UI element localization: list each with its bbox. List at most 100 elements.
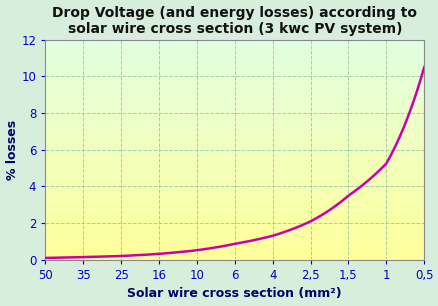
Bar: [45, 187, 423, 188]
Bar: [45, 74, 423, 75]
Bar: [45, 173, 423, 174]
Bar: [45, 111, 423, 112]
Bar: [45, 106, 423, 107]
Bar: [45, 196, 423, 197]
Bar: [45, 41, 423, 42]
Bar: [45, 53, 423, 54]
Bar: [45, 214, 423, 215]
Bar: [45, 222, 423, 224]
Bar: [45, 160, 423, 161]
Bar: [45, 132, 423, 133]
Bar: [45, 206, 423, 207]
Bar: [45, 89, 423, 90]
Bar: [45, 176, 423, 177]
Bar: [45, 86, 423, 87]
Bar: [45, 205, 423, 206]
Bar: [45, 69, 423, 70]
Bar: [45, 54, 423, 55]
Bar: [45, 238, 423, 239]
Bar: [45, 100, 423, 101]
Bar: [45, 116, 423, 117]
Bar: [45, 90, 423, 91]
Bar: [45, 200, 423, 202]
Bar: [45, 251, 423, 252]
Bar: [45, 95, 423, 96]
Bar: [45, 169, 423, 170]
Bar: [45, 186, 423, 187]
Bar: [45, 253, 423, 254]
Bar: [45, 91, 423, 92]
Bar: [45, 67, 423, 68]
Bar: [45, 252, 423, 253]
Bar: [45, 197, 423, 198]
Bar: [45, 125, 423, 127]
Bar: [45, 140, 423, 141]
Bar: [45, 225, 423, 226]
Bar: [45, 64, 423, 65]
Y-axis label: % losses: % losses: [6, 120, 18, 180]
Bar: [45, 105, 423, 106]
Bar: [45, 131, 423, 132]
Bar: [45, 236, 423, 237]
Bar: [45, 40, 423, 41]
Bar: [45, 83, 423, 84]
Bar: [45, 158, 423, 159]
Bar: [45, 65, 423, 66]
Bar: [45, 208, 423, 209]
Bar: [45, 188, 423, 189]
Bar: [45, 240, 423, 241]
Bar: [45, 244, 423, 245]
Bar: [45, 167, 423, 169]
Bar: [45, 80, 423, 81]
Bar: [45, 180, 423, 181]
Bar: [45, 121, 423, 122]
Bar: [45, 159, 423, 160]
Bar: [45, 147, 423, 149]
Bar: [45, 73, 423, 74]
Bar: [45, 50, 423, 51]
Bar: [45, 227, 423, 228]
Bar: [45, 203, 423, 204]
Bar: [45, 52, 423, 53]
Bar: [45, 103, 423, 105]
Bar: [45, 97, 423, 98]
Bar: [45, 162, 423, 163]
Bar: [45, 194, 423, 195]
Bar: [45, 134, 423, 136]
Bar: [45, 68, 423, 69]
Bar: [45, 216, 423, 217]
Bar: [45, 183, 423, 184]
Bar: [45, 136, 423, 138]
Bar: [45, 221, 423, 222]
Bar: [45, 79, 423, 80]
Bar: [45, 182, 423, 183]
Bar: [45, 61, 423, 62]
Bar: [45, 84, 423, 85]
Bar: [45, 224, 423, 225]
Bar: [45, 99, 423, 100]
Bar: [45, 166, 423, 167]
Bar: [45, 256, 423, 258]
Title: Drop Voltage (and energy losses) according to
solar wire cross section (3 kwc PV: Drop Voltage (and energy losses) accordi…: [52, 6, 417, 36]
Bar: [45, 76, 423, 77]
Bar: [45, 150, 423, 151]
Bar: [45, 70, 423, 72]
Bar: [45, 198, 423, 199]
Bar: [45, 213, 423, 214]
Bar: [45, 141, 423, 142]
Bar: [45, 110, 423, 111]
Bar: [45, 231, 423, 232]
Bar: [45, 96, 423, 97]
Bar: [45, 230, 423, 231]
Bar: [45, 254, 423, 256]
Bar: [45, 138, 423, 139]
Bar: [45, 217, 423, 218]
Bar: [45, 228, 423, 229]
Bar: [45, 88, 423, 89]
Bar: [45, 51, 423, 52]
Bar: [45, 109, 423, 110]
Bar: [45, 220, 423, 221]
Bar: [45, 258, 423, 259]
Bar: [45, 42, 423, 43]
Bar: [45, 63, 423, 64]
